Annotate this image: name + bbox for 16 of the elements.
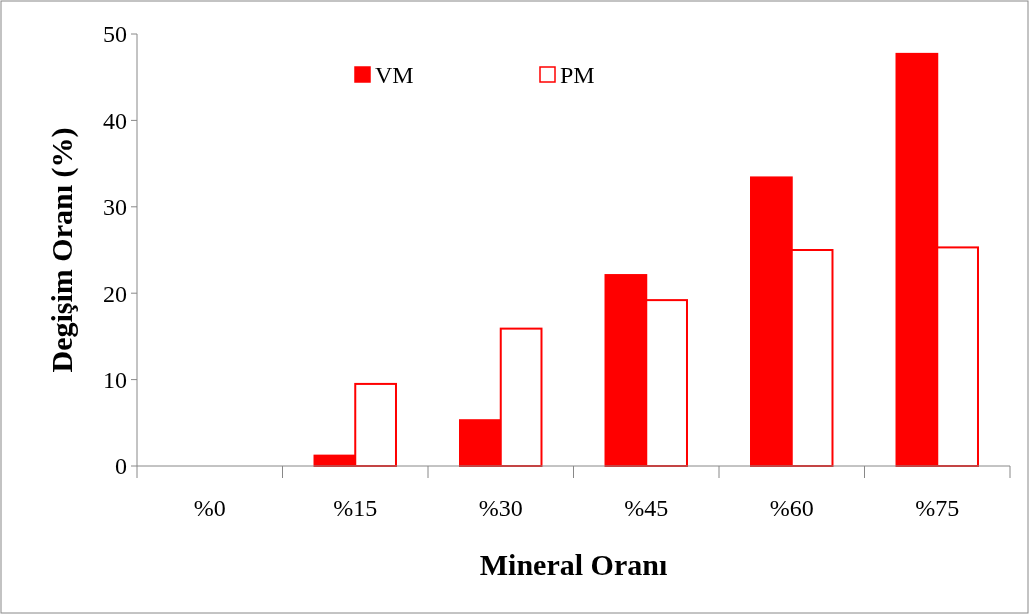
- x-tick-label: %30: [478, 495, 523, 521]
- legend-label: PM: [560, 62, 595, 89]
- x-tick-label: %15: [333, 495, 378, 521]
- x-tick-label: %45: [624, 495, 669, 521]
- x-tick-label: %60: [769, 495, 814, 521]
- x-axis-title: Mineral Oranı: [479, 548, 668, 581]
- y-tick-label: 10: [103, 367, 127, 393]
- y-tick-label: 0: [115, 453, 127, 480]
- y-tick-label: 30: [103, 194, 127, 221]
- x-tick-label: %75: [915, 495, 960, 521]
- y-tick-label: 20: [103, 280, 127, 307]
- x-tick-label: %0: [193, 495, 226, 521]
- legend-label: VM: [375, 62, 414, 89]
- y-tick-label: 50: [103, 21, 127, 48]
- y-axis-title: Degişim Oranı (%): [45, 127, 79, 373]
- y-tick-label: 40: [103, 107, 127, 134]
